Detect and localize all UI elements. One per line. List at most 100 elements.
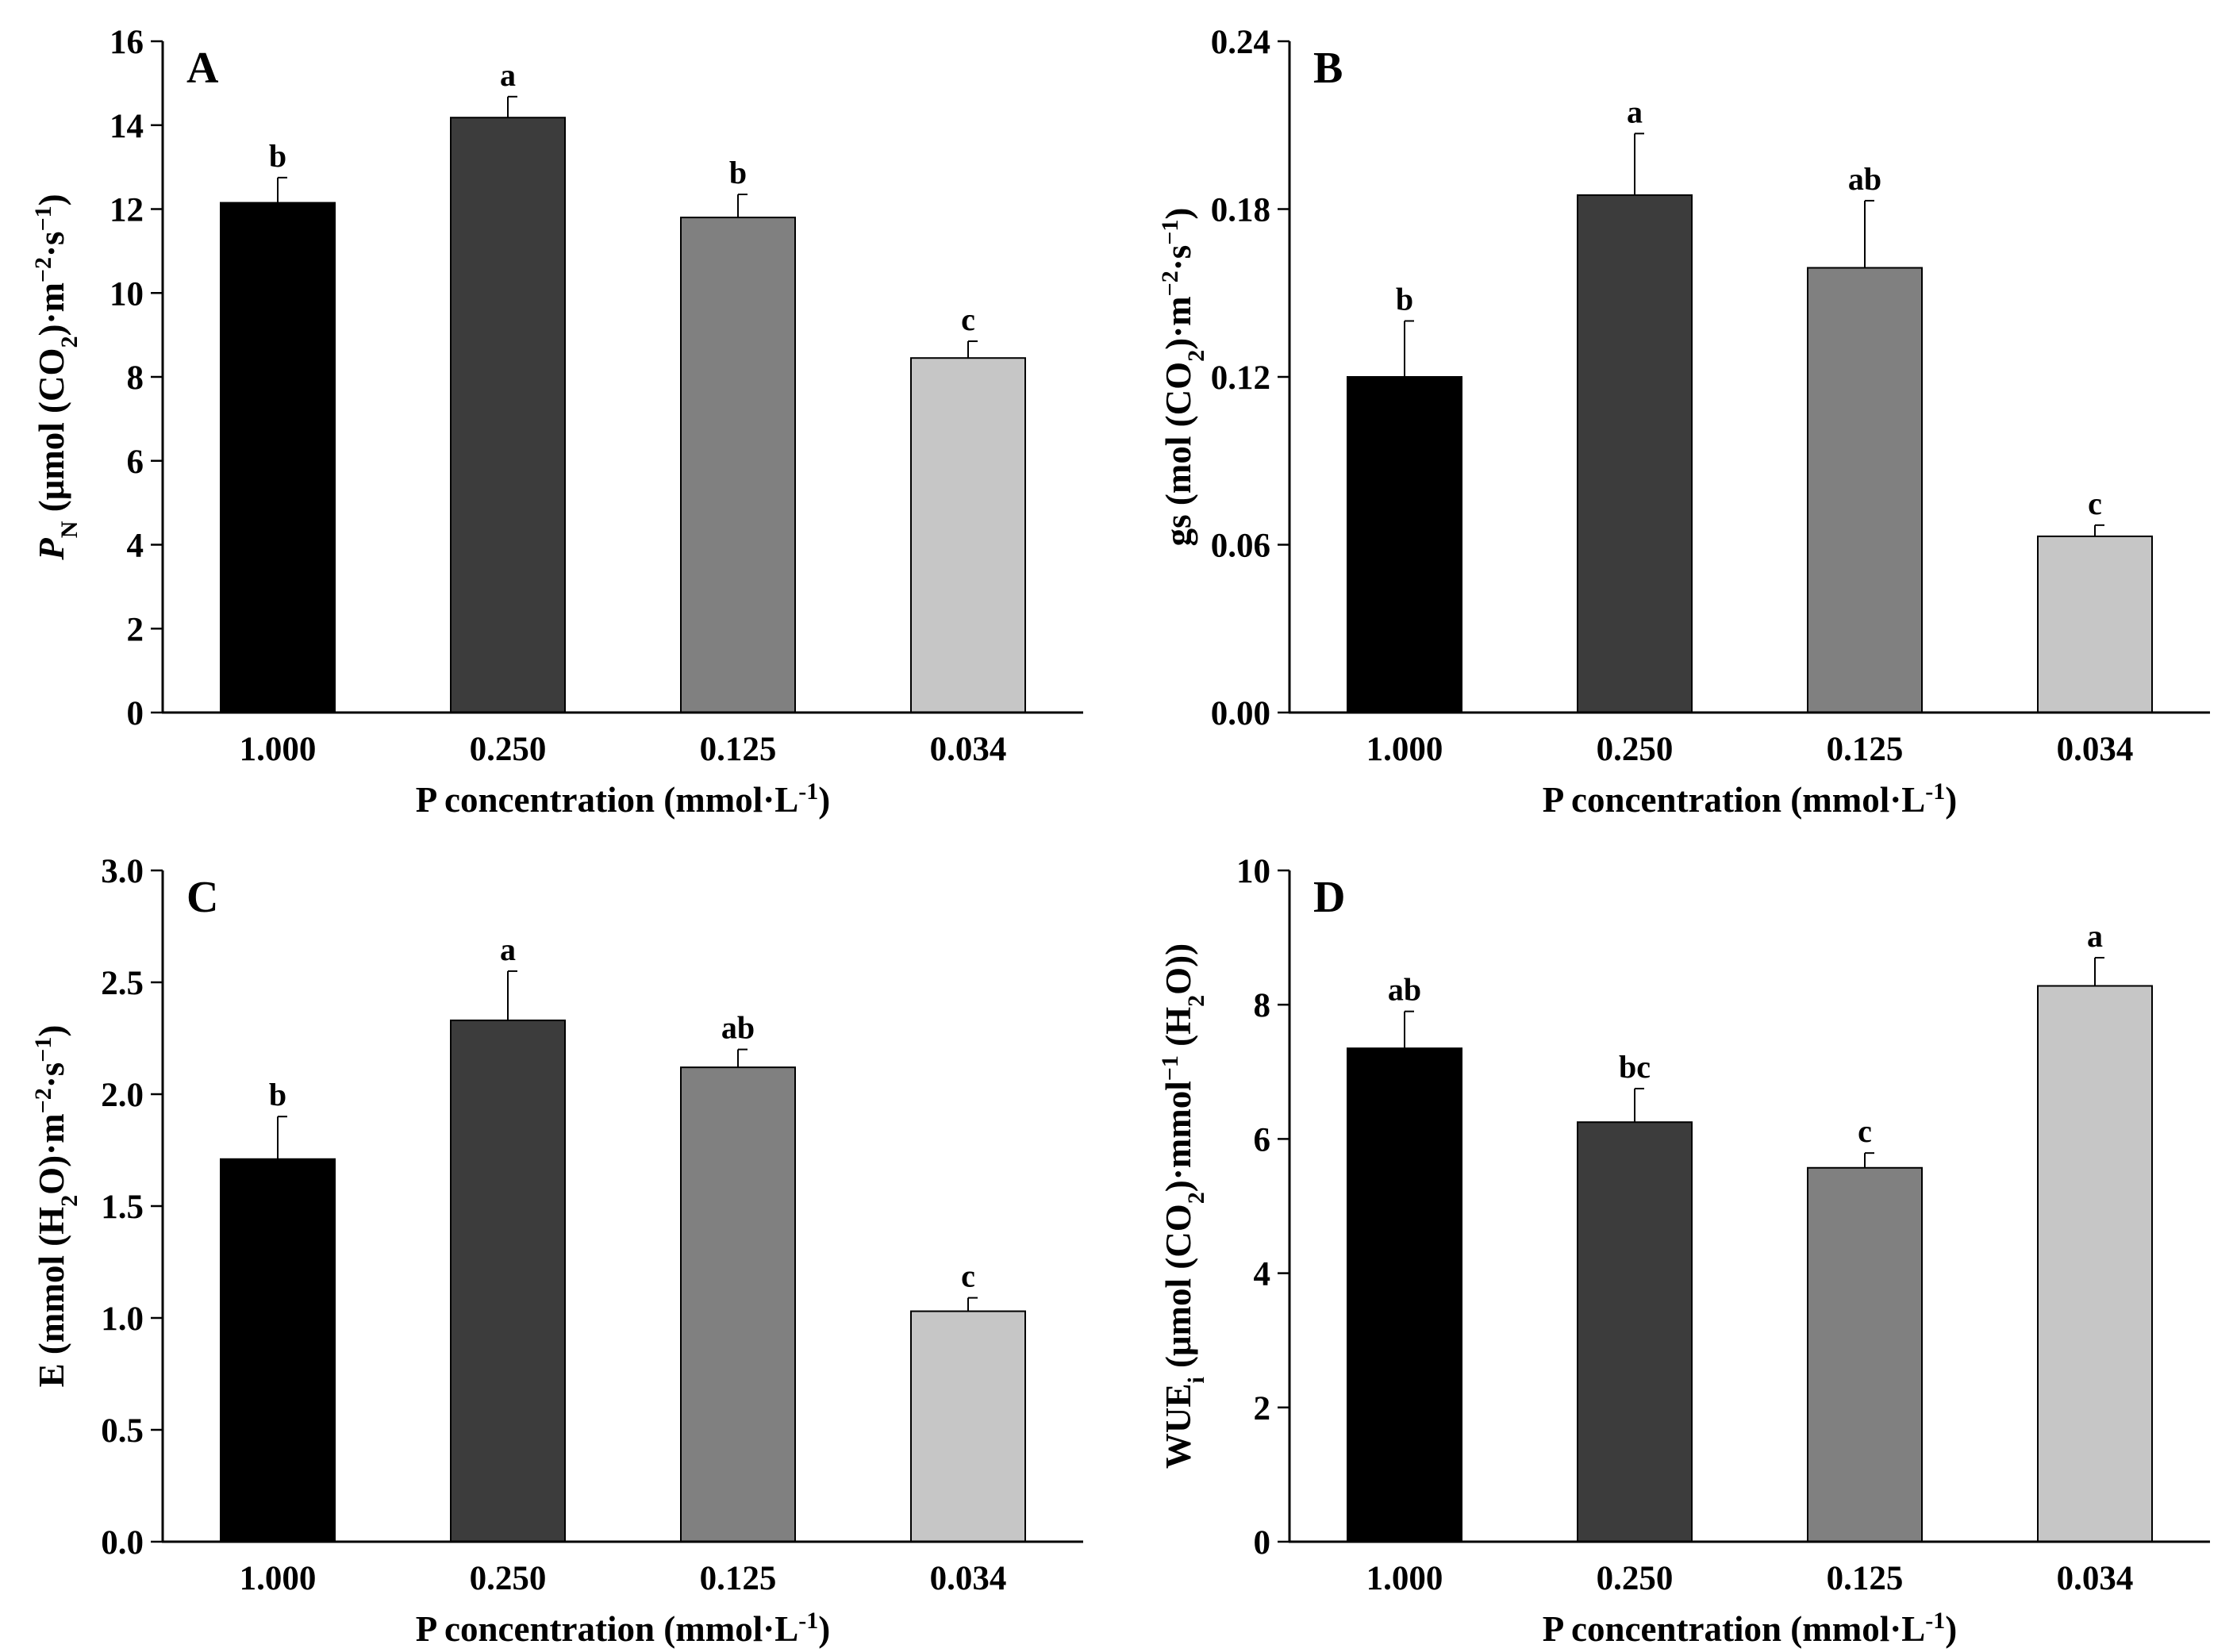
y-axis-title-c-part-0: E (mmol (H [32,1207,71,1387]
y-tick-label-b-0: 0.00 [1211,695,1270,732]
y-axis-title-b-part-3: −2 [1157,271,1183,296]
y-axis-title-c-part-2: O)·m [32,1113,71,1194]
x-axis-title-d-part-0: P concentration (mmol·L [1543,1609,1925,1649]
y-axis-title-b-part-5: −1 [1157,220,1183,245]
y-axis-title-c-part-4: ·s [32,1062,71,1089]
y-axis-title-d-part-2: (μmol (CO [1159,1204,1198,1377]
x-axis-title-c: P concentration (mmol·L-1) [416,1608,830,1650]
x-axis-title-d-part-1: -1 [1925,1608,1945,1634]
bar-b-1 [1577,194,1693,713]
y-axis-title-b: gs (mol (CO2)·m−2·s−1) [1157,208,1209,547]
y-tick-label-a-6: 12 [110,192,144,229]
x-tick-label-a-0: 1.000 [240,731,317,768]
y-tick-label-a-8: 16 [110,24,144,61]
x-axis-title-a-part-1: -1 [798,778,818,805]
sig-letter-a-3: c [961,302,975,337]
y-tick-label-a-2: 4 [127,528,144,565]
sig-letter-c-0: b [269,1077,286,1112]
y-tick-label-a-5: 10 [110,275,144,313]
panel-b: B b 1.000 a 0.250 ab 0.125 c 0.034 0.00 0.06 0.12 0… [1157,24,2210,820]
y-tick-label-d-1: 2 [1254,1390,1271,1427]
x-axis-title-b-part-1: -1 [1925,778,1945,805]
x-tick-label-d-1: 0.250 [1597,1560,1674,1597]
bar-c-2 [680,1066,796,1543]
y-axis-title-d-part-7: 2 [1183,995,1209,1007]
x-tick-label-b-0: 1.000 [1366,731,1443,768]
y-axis-title-d-part-5: −1 [1157,1055,1183,1081]
sig-letter-c-2: ab [721,1010,755,1046]
y-axis-title-d-part-4: )·mmol [1159,1081,1198,1192]
panel-d-label: D [1313,873,1345,922]
y-axis-title-a-part-7: −1 [30,206,56,231]
x-axis-title-c-part-2: ) [818,1609,830,1649]
y-tick-label-c-1: 0.5 [101,1412,144,1450]
bar-b-2 [1807,267,1923,713]
panel-b-label: B [1313,44,1343,93]
sig-letter-b-1: a [1627,94,1643,129]
x-axis-title-d: P concentration (mmol·L-1) [1543,1608,1957,1650]
y-axis-title-a-part-6: ·s [32,231,71,257]
y-axis-title-a-part-3: 2 [56,336,83,348]
y-axis-title-a-part-1: N [56,521,83,538]
x-axis-title-b-part-2: ) [1945,780,1957,820]
y-axis-title-c-part-5: −1 [30,1037,56,1062]
sig-letter-d-3: a [2087,918,2103,954]
x-axis-title-b-part-0: P concentration (mmol·L [1543,780,1925,820]
y-axis-title-a-part-5: −2 [30,257,56,282]
sig-letter-b-2: ab [1848,161,1881,197]
x-tick-label-c-2: 0.125 [700,1560,777,1597]
y-tick-label-a-0: 0 [127,695,144,732]
panel-d: D ab 1.000 bc 0.250 c 0.125 a 0.034 0 2 4 6 8 10 P con… [1157,853,2210,1650]
bar-b-3 [2037,535,2153,713]
x-tick-label-b-3: 0.034 [2057,731,2134,768]
sig-letter-d-1: bc [1619,1049,1651,1085]
y-axis-title-a-part-4: )·m [32,282,71,336]
sig-letter-b-0: b [1396,282,1413,317]
y-tick-label-c-0: 0.0 [101,1524,144,1562]
panel-a: A b 1.000 a 0.250 b 0.125 c 0.034 0 2 4 6 8 10 12 14 16 P… [30,24,1083,820]
y-axis-title-d-part-1: i [1183,1377,1209,1383]
y-tick-label-c-6: 3.0 [101,853,144,890]
y-tick-label-d-3: 6 [1254,1121,1271,1158]
bar-d-0 [1347,1047,1462,1543]
x-tick-label-a-2: 0.125 [700,731,777,768]
bar-c-3 [910,1310,1026,1543]
sig-letter-d-2: c [1858,1113,1872,1149]
y-axis-title-d-part-0: WUE [1159,1384,1198,1470]
y-tick-label-d-0: 0 [1254,1524,1271,1562]
y-tick-label-c-4: 2.0 [101,1077,144,1114]
sig-letter-c-3: c [961,1258,975,1294]
y-tick-label-b-4: 0.24 [1211,24,1270,61]
y-axis-title-b-part-1: 2 [1183,350,1209,362]
y-tick-label-a-7: 14 [110,108,144,145]
y-axis-title-a: PN (μmol (CO2)·m−2·s−1) [30,194,83,560]
sig-letter-a-2: b [729,155,747,190]
panel-a-label: A [186,44,219,93]
y-axis-title-b-part-2: )·m [1159,296,1198,349]
bar-c-1 [450,1019,566,1543]
y-tick-label-d-4: 8 [1254,987,1271,1024]
bar-d-2 [1807,1166,1923,1543]
bar-d-3 [2037,985,2153,1543]
y-tick-label-d-5: 10 [1236,853,1270,890]
y-axis-title-d-part-8: O)) [1159,943,1198,995]
sig-letter-b-3: c [2088,486,2102,521]
x-axis-title-a: P concentration (mmol·L-1) [416,778,830,820]
x-tick-label-b-2: 0.125 [1827,731,1904,768]
y-tick-label-b-3: 0.18 [1211,192,1270,229]
bar-a-3 [910,357,1026,713]
y-axis-title-b-part-6: ) [1159,208,1198,220]
y-axis-title-d: WUEi (μmol (CO2)·mmol−1 (H2O)) [1157,943,1209,1469]
x-axis-title-a-part-0: P concentration (mmol·L [416,780,798,820]
y-axis-title-a-part-8: ) [32,194,71,206]
bar-b-0 [1347,376,1462,713]
sig-letter-c-1: a [500,932,516,967]
y-axis-title-a-part-0: P [32,538,71,561]
x-tick-label-b-1: 0.250 [1597,731,1674,768]
sig-letter-a-1: a [500,57,516,93]
x-axis-title-c-part-1: -1 [798,1608,818,1634]
y-tick-label-a-4: 8 [127,359,144,397]
y-tick-label-d-2: 4 [1254,1256,1271,1293]
y-axis-title-b-part-0: gs (mol (CO [1159,362,1198,546]
